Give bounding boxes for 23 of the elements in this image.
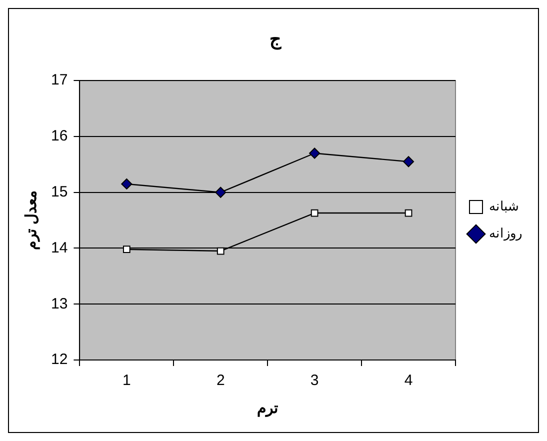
x-tick-label: 1 xyxy=(122,372,131,390)
y-tick-label: 14 xyxy=(50,239,68,256)
x-tick-label: 4 xyxy=(404,372,413,390)
y-tick-label: 13 xyxy=(50,295,68,312)
point xyxy=(309,148,320,159)
chart-title: ج xyxy=(270,28,282,50)
y-axis-title: معدل ترم xyxy=(23,190,40,250)
point xyxy=(404,209,412,217)
y-tick-label: 17 xyxy=(50,72,68,89)
x-tick-label: 3 xyxy=(310,372,319,390)
x-axis-title: ترم xyxy=(257,400,278,418)
point xyxy=(121,178,132,190)
point xyxy=(310,209,318,217)
y-tick-label: 12 xyxy=(50,351,68,368)
legend-label: شبانه xyxy=(489,198,519,214)
legend-label: روزانه xyxy=(489,226,522,242)
y-tick-label: 15 xyxy=(50,184,68,200)
y-tick-label: 16 xyxy=(50,128,68,145)
point xyxy=(403,156,414,168)
x-tick-label: 2 xyxy=(216,372,225,390)
point xyxy=(216,247,224,255)
point xyxy=(215,186,226,198)
point xyxy=(122,246,130,254)
